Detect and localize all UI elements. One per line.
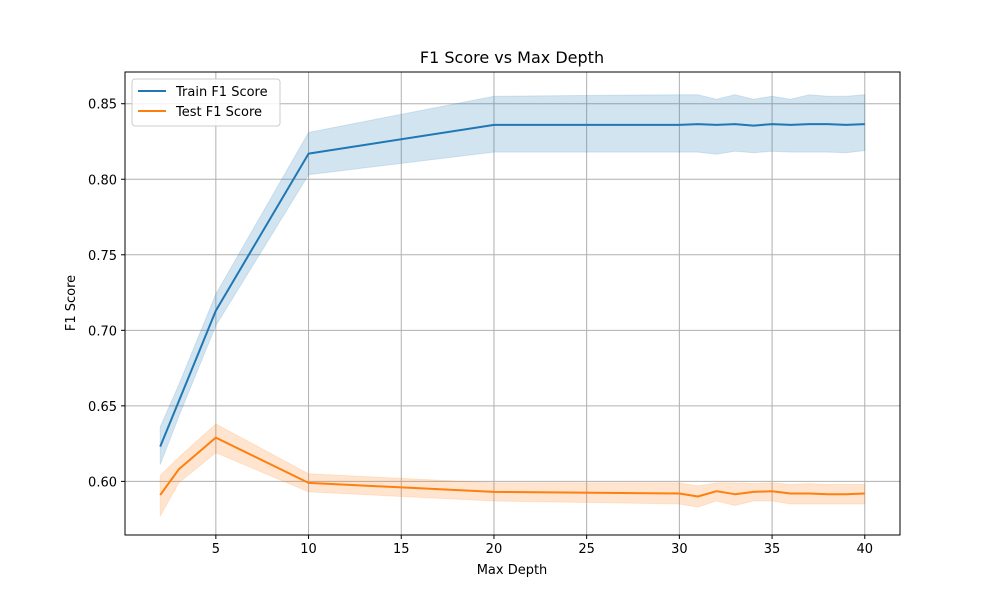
x-tick-label: 10 [300,542,317,557]
train-f1-line [159,123,865,447]
y-tick-label: 0.85 [88,98,117,113]
x-axis-title: Max Depth [477,563,548,578]
grid [125,72,900,535]
y-tick-label: 0.75 [88,249,117,264]
axis-ticks: 5 10 15 20 25 30 35 40 0.60 0.65 0.70 0.75 0.80 0.85 [88,98,873,557]
y-tick-label: 0.80 [88,173,117,188]
x-tick-label: 20 [486,542,503,557]
test-f1-line [159,436,865,498]
x-tick-label: 25 [578,542,595,557]
legend-label-test: Test F1 Score [175,105,262,120]
x-tick-label: 40 [856,542,873,557]
legend: Train F1 Score Test F1 Score [131,78,281,127]
y-axis-title: F1 Score [64,275,79,331]
plot-frame [124,71,901,536]
y-tick-label: 0.70 [88,324,117,339]
confidence-bands [159,94,866,519]
x-tick-label: 35 [764,542,781,557]
y-tick-label: 0.60 [88,475,117,490]
chart-title: F1 Score vs Max Depth [420,48,604,67]
x-tick-label: 15 [393,542,410,557]
legend-box [131,78,281,127]
test-confidence-band [159,423,866,519]
legend-label-train: Train F1 Score [175,85,268,100]
x-tick-label: 30 [671,542,688,557]
y-tick-label: 0.65 [88,400,117,415]
train-confidence-band [159,94,866,465]
series-lines [159,123,865,498]
x-tick-label: 5 [212,542,220,557]
